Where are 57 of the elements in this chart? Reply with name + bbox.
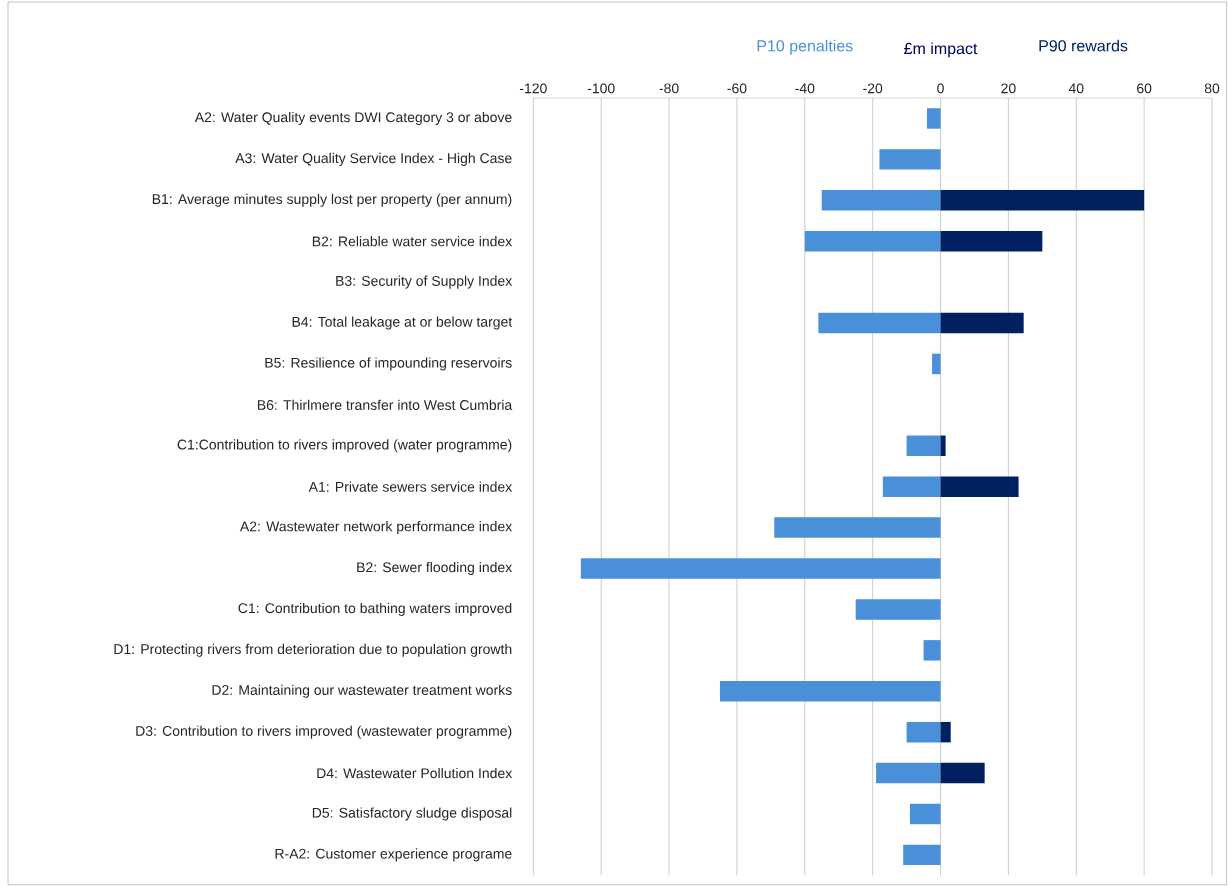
bar	[719, 681, 941, 702]
bar	[855, 599, 941, 620]
y-tick-label: A1: Private sewers service index	[308, 481, 513, 492]
x-tick-label: 40	[1068, 83, 1084, 94]
bar	[940, 476, 1019, 497]
bar	[903, 844, 941, 866]
x-axis-title: £m impact	[904, 42, 978, 58]
y-tick-label: C1:Contribution to rivers improved (water programme)	[177, 439, 512, 453]
bar	[940, 190, 1145, 211]
y-tick-label: D5: Satisfactory sludge disposal	[312, 807, 512, 821]
x-tick-label: -100	[587, 83, 615, 94]
y-tick-label: B5: Resilience of impounding reservoirs	[265, 357, 512, 371]
bar	[932, 353, 941, 375]
x-tick-label: -20	[863, 83, 883, 94]
bar	[926, 108, 941, 129]
bar	[923, 640, 941, 661]
y-tick-label: R-A2: Customer experience programe	[275, 848, 512, 862]
bar	[804, 230, 941, 252]
text: P90 rewards	[1039, 39, 1128, 52]
y-tick-label: A3: Water Quality Service Index - High Case	[235, 152, 512, 166]
x-tick-label: 60	[1137, 83, 1152, 94]
x-tick-label: -80	[659, 83, 679, 94]
bar	[882, 476, 941, 497]
x-tick-label: -40	[795, 83, 815, 94]
y-tick-label: B6: Thirlmere transfer into West Cumbria	[257, 399, 513, 410]
bar	[906, 721, 941, 743]
y-tick-label: D2: Maintaining our wastewater treatment works	[212, 684, 512, 698]
x-tick-label: -60	[727, 83, 747, 94]
bar	[906, 435, 941, 456]
bar	[876, 762, 941, 784]
bar	[580, 558, 941, 579]
y-tick-label: B4: Total leakage at or below target	[292, 316, 513, 330]
y-tick-label: B3: Security of Supply Index	[336, 275, 513, 289]
bar	[940, 721, 951, 743]
bar	[940, 230, 1043, 252]
y-tick-label: D1: Protecting rivers from deterioration due to population growth	[114, 643, 512, 657]
bar	[910, 803, 941, 825]
y-tick-label: B2: Sewer flooding index	[357, 561, 513, 576]
bar	[821, 190, 941, 211]
text: P10 penalties	[757, 39, 853, 55]
x-tick-label: -120	[519, 83, 547, 94]
y-tick-label: A2: Wastewater network performance index	[239, 521, 513, 535]
bar	[879, 149, 941, 170]
bar	[818, 312, 941, 334]
y-tick-label: A2: Water Quality events DWI Category 3 or above	[194, 111, 512, 125]
y-tick-label: B1: Average minutes supply lost per property (per annum)	[152, 193, 512, 207]
y-tick-label: D3: Contribution to rivers improved (wastewater programme)	[136, 725, 512, 739]
y-tick-label: C1: Contribution to bathing waters improved	[238, 602, 512, 616]
bar	[774, 517, 941, 538]
x-tick-label: 80	[1204, 83, 1220, 94]
x-tick-label: 0	[937, 83, 944, 94]
bar	[940, 312, 1024, 334]
y-tick-label: B2: Reliable water service index	[312, 236, 513, 247]
x-tick-label: 20	[1001, 83, 1016, 94]
y-tick-label: D4: Wastewater Pollution Index	[317, 767, 513, 779]
bar	[940, 762, 985, 784]
bar	[940, 435, 946, 456]
